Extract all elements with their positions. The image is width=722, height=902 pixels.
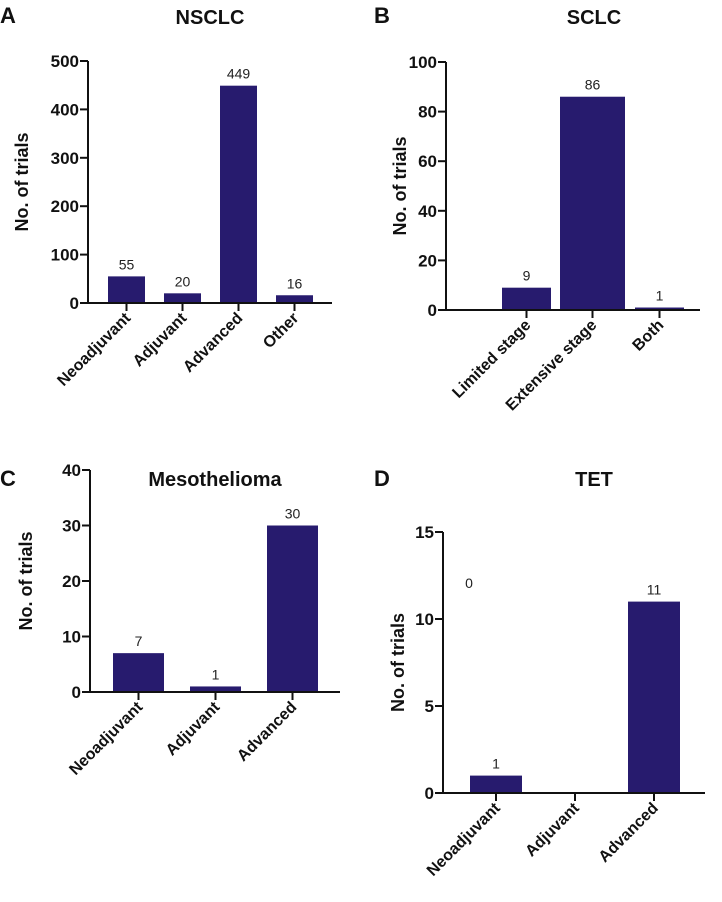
y-tick-label: 0 [425,784,434,803]
bar [113,653,164,692]
data-label: 55 [119,256,135,272]
x-tick-label: Other [260,310,302,352]
y-axis-label: No. of trials [388,613,408,712]
data-label: 449 [227,66,251,82]
y-tick-label: 15 [415,523,434,542]
data-label: 11 [647,582,662,598]
bar [267,525,318,692]
y-tick-label: 100 [409,53,437,72]
y-tick-label: 40 [418,202,437,221]
data-label: 16 [287,275,303,291]
data-label: 9 [523,268,531,284]
bar [190,686,241,692]
y-tick-label: 10 [62,628,81,647]
y-axis-label: No. of trials [390,136,410,235]
y-tick-label: 500 [51,52,79,71]
x-tick-label: Adjuvant [163,698,224,759]
bar [220,85,257,304]
bar [108,276,145,303]
y-tick-label: 400 [51,100,79,119]
chart-title: TET [575,469,613,491]
x-tick-label: Neoadjuvant [424,799,504,879]
y-tick-label: 200 [51,197,79,216]
data-label: 20 [175,273,191,289]
x-tick-label: Advanced [234,699,300,765]
y-tick-label: 0 [72,683,81,702]
x-tick-label: Advanced [180,310,246,376]
y-tick-label: 30 [62,517,81,536]
panel-letter: D [374,466,390,491]
x-tick-label: Advanced [596,800,662,866]
panel-letter: B [374,3,390,28]
panel-letter: A [0,3,16,28]
x-tick-label: Both [630,317,668,355]
y-tick-label: 0 [70,294,79,313]
bar [560,96,625,310]
y-tick-label: 60 [418,152,437,171]
y-tick-label: 20 [418,251,437,270]
bar [276,295,313,303]
y-axis-label: No. of trials [12,132,32,231]
bar [502,287,551,310]
annotation: 0 [465,575,473,591]
y-tick-label: 5 [425,697,434,716]
panel-letter: C [0,466,16,491]
y-tick-label: 80 [418,103,437,122]
data-label: 7 [135,633,143,649]
y-tick-label: 10 [415,610,434,629]
data-label: 1 [656,288,664,304]
y-tick-label: 20 [62,572,81,591]
y-tick-label: 100 [51,246,79,265]
chart-title: NSCLC [176,7,245,29]
chart-title: Mesothelioma [148,469,282,491]
y-tick-label: 0 [428,301,437,320]
data-label: 1 [492,756,500,772]
data-label: 86 [585,77,601,93]
bar [628,601,680,793]
data-label: 1 [212,666,220,682]
bar [635,307,684,310]
bar [470,775,522,793]
x-tick-label: Neoadjuvant [54,309,134,389]
x-tick-label: Adjuvant [522,799,583,860]
chart-title: SCLC [567,7,621,29]
data-label: 30 [285,506,301,522]
x-tick-label: Neoadjuvant [66,698,146,778]
y-tick-label: 300 [51,149,79,168]
y-tick-label: 40 [62,461,81,480]
bar [164,293,201,303]
y-axis-label: No. of trials [16,531,36,630]
